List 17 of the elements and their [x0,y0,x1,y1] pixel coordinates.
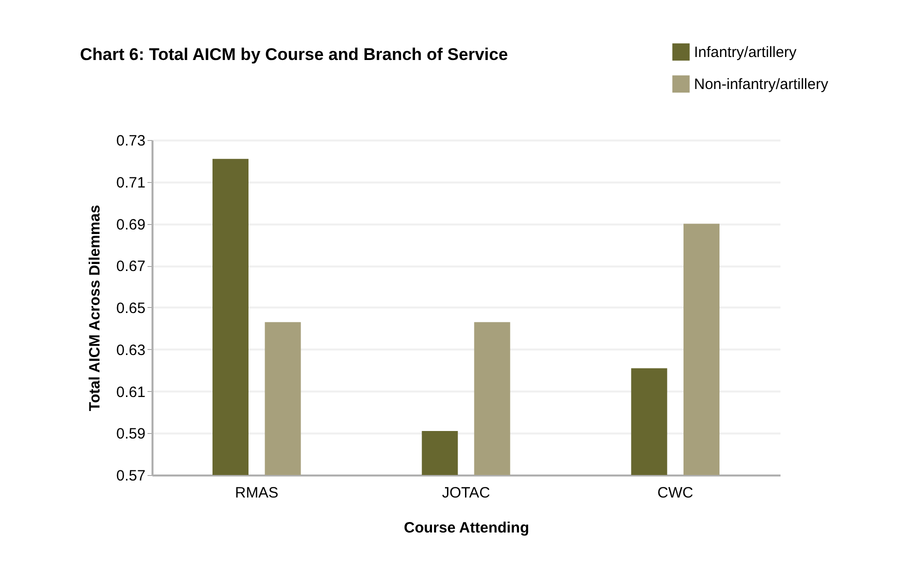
y-tick-label: 0.73 [116,132,146,150]
y-tick-label: 0.69 [116,216,146,234]
x-tick-label: RMAS [234,484,278,502]
x-axis-title: Course Attending [404,520,530,536]
y-tick-label: 0.63 [116,342,146,359]
chart-title: Chart 6: Total AICM by Course and Branch of Service [80,45,508,65]
y-tick-label: 0.57 [116,468,146,484]
y-tick-label: 0.71 [116,174,146,192]
y-tick-label: 0.65 [116,300,146,317]
y-tick-label: 0.67 [116,258,146,276]
y-axis-title: Total AICM Across Dilemmas [86,204,104,412]
legend-label: Non-infantry/artillery [694,76,829,93]
legend-label: Infantry/artillery [694,44,798,61]
y-tick-label: 0.61 [116,384,146,401]
y-tick-label: 0.59 [116,426,146,443]
x-tick-label: CWC [657,484,694,502]
x-tick-label: JOTAC [442,484,490,502]
